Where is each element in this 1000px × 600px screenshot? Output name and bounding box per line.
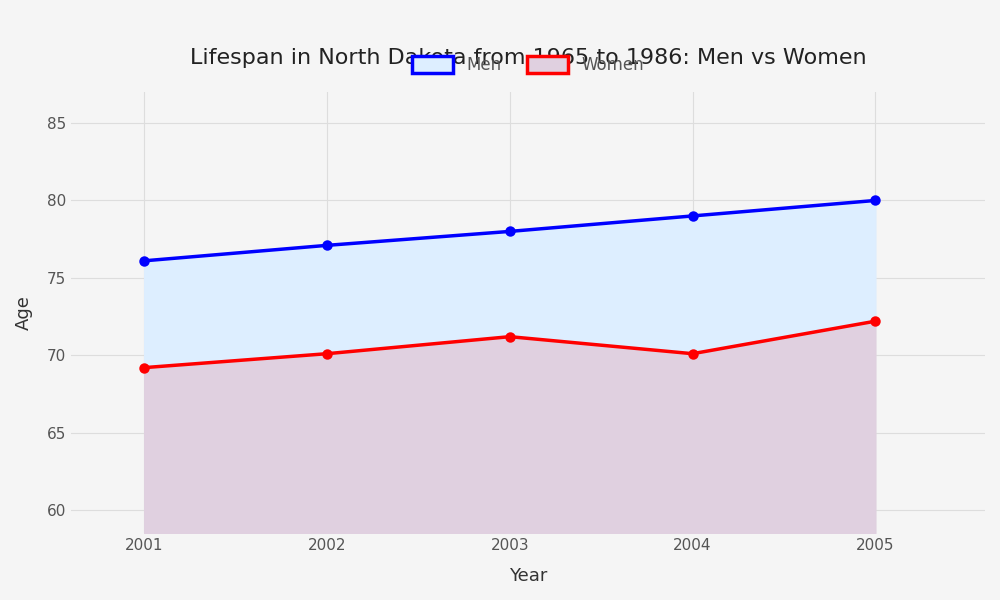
X-axis label: Year: Year — [509, 567, 547, 585]
Legend: Men, Women: Men, Women — [403, 47, 653, 82]
Title: Lifespan in North Dakota from 1965 to 1986: Men vs Women: Lifespan in North Dakota from 1965 to 19… — [190, 49, 866, 68]
Y-axis label: Age: Age — [15, 295, 33, 330]
